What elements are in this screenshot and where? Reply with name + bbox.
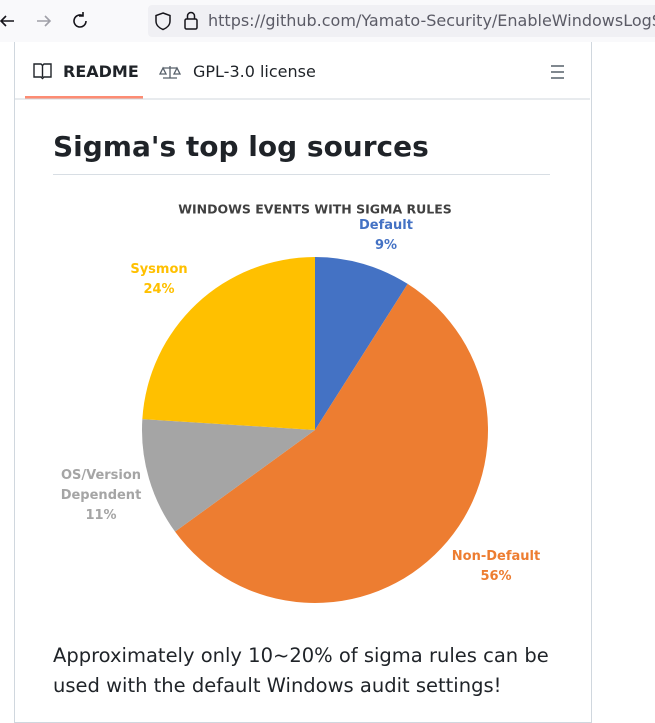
browser-toolbar: https://github.com/Yamato-Security/Enabl… [0,0,655,42]
nav-icons [0,12,87,28]
outline-button[interactable] [551,65,564,79]
tab-readme[interactable]: README [63,62,139,81]
slice-value: 24% [143,282,175,297]
pie-chart: WINDOWS EVENTS WITH SIGMA RULES [142,202,488,603]
pie-slice [142,419,315,532]
slice-value: 11% [85,508,117,523]
paragraph: Approximately only 10~20% of sigma rules… [53,644,549,697]
forward-button[interactable] [37,15,52,27]
slice-label: Default 9% [336,216,436,256]
slice-value: 56% [480,569,512,584]
tab-license[interactable]: GPL-3.0 license [193,62,316,81]
pie-slice [142,257,315,430]
slice-name: Sysmon [130,262,188,277]
slice-label: Sysmon 24% [119,260,199,300]
pie-slice [175,283,488,603]
url-bar[interactable]: https://github.com/Yamato-Security/Enabl… [148,5,655,37]
pie-slice [315,257,408,430]
url-text: https://github.com/Yamato-Security/Enabl… [208,11,655,30]
tab-bar [14,63,590,100]
heading-rule [53,174,550,175]
chart-title: WINDOWS EVENTS WITH SIGMA RULES [178,202,452,217]
slice-label: Non-Default 56% [441,547,551,587]
slice-label: OS/Version Dependent 11% [46,466,156,526]
slice-name: OS/Version Dependent [60,468,142,503]
heading: Sigma's top log sources [53,130,429,163]
slice-value: 9% [374,238,398,253]
security-icons [155,11,198,31]
slice-name: Non-Default [451,549,541,564]
back-button[interactable] [0,15,14,27]
tab-underline [25,96,143,99]
slice-name: Default [359,218,413,233]
reload-button[interactable] [73,12,87,28]
